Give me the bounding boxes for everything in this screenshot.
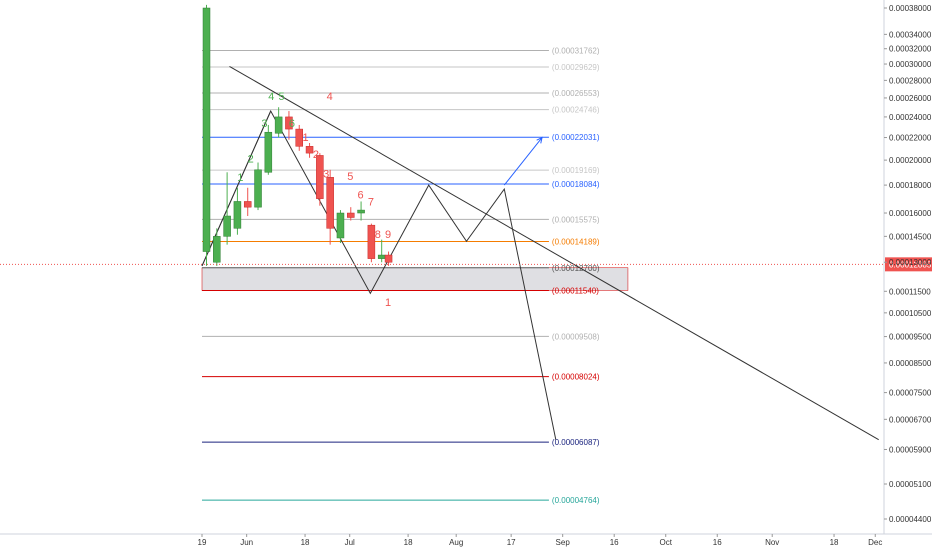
fib-level-label: (0.00018084): [552, 180, 600, 189]
time-tick-label: 16: [610, 538, 619, 547]
price-tick-label: 0.00016000: [889, 209, 932, 218]
projection-arrow: [503, 137, 543, 186]
time-tick-label: Dec: [868, 538, 882, 547]
price-tick-label: 0.00020000: [889, 156, 932, 165]
price-tick-label: 0.00005100: [889, 480, 932, 489]
wave-count-label: 1: [303, 132, 309, 144]
projection-arrow-head: [536, 136, 543, 144]
time-tick-label: Sep: [556, 538, 571, 547]
candle-body[interactable]: [347, 212, 355, 218]
candle-body[interactable]: [305, 146, 314, 154]
candle-body[interactable]: [243, 201, 252, 208]
candle-body[interactable]: [336, 212, 345, 239]
price-tick-label: 0.00026000: [889, 94, 932, 103]
candle-body[interactable]: [213, 236, 221, 263]
fib-level-label: (0.00011540): [552, 286, 599, 295]
current-price-badge: [885, 257, 932, 272]
time-tick-label: Jun: [240, 538, 253, 547]
price-tick-label: 0.00024000: [889, 113, 932, 122]
fib-level-label: (0.00009508): [552, 332, 600, 341]
fib-level-label: (0.00008024): [552, 373, 600, 382]
fib-level-label: (0.00024746): [552, 106, 600, 115]
price-tick-label: 0.00028000: [889, 76, 932, 85]
fib-level-label: (0.00012700): [552, 264, 600, 273]
price-tick-label: 0.00018000: [889, 181, 932, 190]
time-tick-label: 16: [713, 538, 722, 547]
fib-level-label: (0.00022031): [552, 133, 600, 142]
time-tick-label: Jul: [345, 538, 355, 547]
fib-level-label: (0.00014189): [552, 237, 600, 246]
price-tick-label: 0.00030000: [889, 60, 932, 69]
price-tick-label: 0.00007500: [889, 389, 932, 398]
wave-count-label: 1: [385, 297, 391, 309]
wave-count-label: 3: [261, 118, 267, 130]
price-tick-label: 0.00004400: [889, 515, 932, 524]
time-tick-label: Nov: [765, 538, 779, 547]
wave-count-label: 4: [327, 91, 333, 103]
candle-body[interactable]: [274, 116, 283, 134]
fib-level-label: (0.00004764): [552, 496, 600, 505]
wave-count-label: 6: [358, 190, 364, 202]
candle-body[interactable]: [384, 254, 393, 263]
price-tick-label: 0.00009500: [889, 333, 932, 342]
wave-count-label: 2: [313, 149, 319, 161]
fib-level-label: (0.00015575): [552, 215, 600, 224]
candle-body[interactable]: [367, 224, 376, 259]
price-tick-label: 0.00006700: [889, 415, 932, 424]
wave-count-label: 9: [385, 229, 391, 241]
price-tick-label: 0.00005900: [889, 445, 932, 454]
wave-count-label: 3: [323, 168, 329, 180]
wave-count-label: 7: [368, 197, 374, 209]
price-tick-label: 0.00008500: [889, 359, 932, 368]
candle-body[interactable]: [285, 116, 293, 130]
candle-body[interactable]: [295, 128, 303, 147]
time-tick-label: 18: [301, 538, 310, 547]
time-tick-label: 17: [507, 538, 516, 547]
wave-count-label: 2: [248, 154, 254, 166]
price-tick-label: 0.00010500: [889, 309, 932, 318]
candle-body[interactable]: [357, 209, 365, 214]
price-tick-label: 0.00034000: [889, 30, 932, 39]
fib-level-label: (0.00029629): [552, 63, 600, 72]
candle-body[interactable]: [233, 201, 242, 229]
price-tick-label: 0.00014500: [889, 232, 932, 241]
candle-body[interactable]: [316, 155, 324, 199]
candle-body[interactable]: [223, 215, 231, 237]
price-tick-label: 0.00032000: [889, 45, 932, 54]
price-tick-label: 0.00022000: [889, 134, 932, 143]
fib-level-label: (0.00031762): [552, 47, 600, 56]
wave-count-label: 4: [268, 91, 274, 103]
fib-level-label: (0.00026553): [552, 89, 600, 98]
wave-count-label: 6: [289, 118, 295, 130]
wave-count-label: 1: [237, 172, 243, 184]
wave-count-label: 5: [279, 91, 285, 103]
price-tick-label: 0.00038000: [889, 4, 932, 13]
candle-body[interactable]: [264, 131, 273, 173]
time-tick-label: 18: [830, 538, 839, 547]
price-tick-label: 0.00011500: [889, 287, 931, 296]
wedge-trendline: [229, 65, 879, 441]
wave-count-label: 8: [375, 229, 381, 241]
candle-body[interactable]: [326, 177, 334, 229]
candle-body[interactable]: [202, 7, 211, 252]
time-tick-label: 19: [198, 538, 207, 547]
fib-level-label: (0.00006087): [552, 438, 600, 447]
candle-body[interactable]: [254, 169, 262, 208]
price-tick-label: 0.00013000: [889, 258, 932, 267]
wave-count-label: 5: [347, 171, 353, 183]
fib-level-label: (0.00019169): [552, 166, 600, 175]
time-tick-label: Oct: [659, 538, 672, 547]
time-tick-label: 18: [404, 538, 413, 547]
candle-body[interactable]: [377, 254, 386, 259]
current-price-label: 0.00012885: [889, 260, 932, 269]
projection-path: [201, 109, 557, 440]
time-tick-label: Aug: [449, 538, 463, 547]
